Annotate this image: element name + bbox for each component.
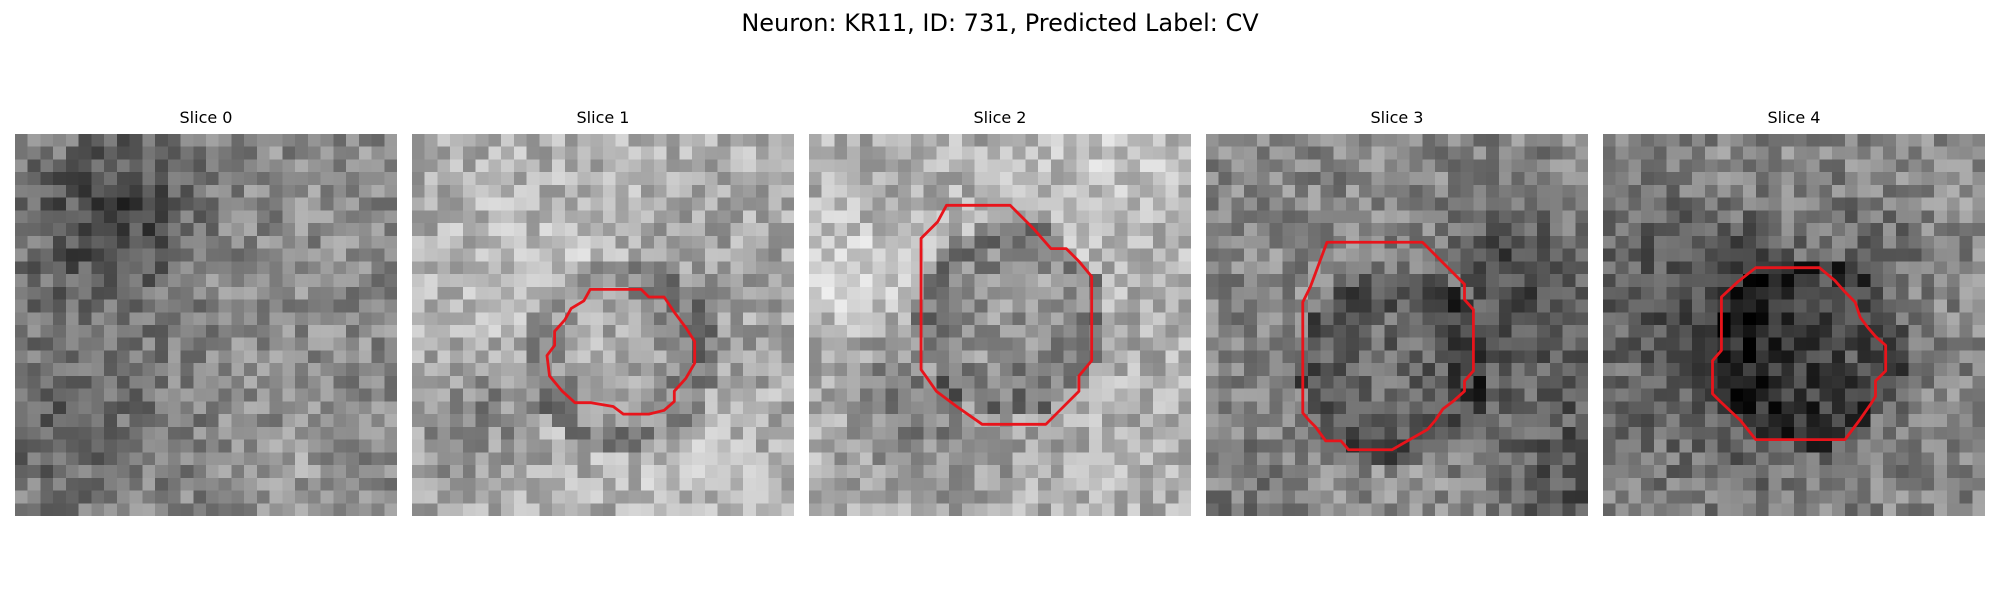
slice-title: Slice 3 [1370, 108, 1424, 127]
pixel-grid [1206, 134, 1588, 516]
slice-title: Slice 1 [576, 108, 630, 127]
slice-image [1603, 134, 1985, 516]
slice-panel-1: Slice 1 [412, 108, 794, 516]
slice-image [1206, 134, 1588, 516]
slice-panel-0: Slice 0 [15, 108, 397, 516]
slice-panel-2: Slice 2 [809, 108, 1191, 516]
pixel-grid [809, 134, 1191, 516]
slice-title: Slice 2 [973, 108, 1027, 127]
roi-contour [919, 203, 1094, 426]
slice-title: Slice 4 [1767, 108, 1821, 127]
slice-image [809, 134, 1191, 516]
slice-panel-3: Slice 3 [1206, 108, 1588, 516]
figure-title: Neuron: KR11, ID: 731, Predicted Label: … [741, 9, 1259, 37]
roi-contour [545, 287, 697, 416]
slice-title: Slice 0 [179, 108, 233, 127]
roi-contour [1301, 240, 1475, 452]
slice-image [412, 134, 794, 516]
roi-contour [1711, 266, 1888, 442]
slice-image [15, 134, 397, 516]
pixel-grid [15, 134, 397, 516]
pixel-grid [1603, 134, 1985, 516]
pixel-grid [412, 134, 794, 516]
slice-panel-4: Slice 4 [1603, 108, 1985, 516]
